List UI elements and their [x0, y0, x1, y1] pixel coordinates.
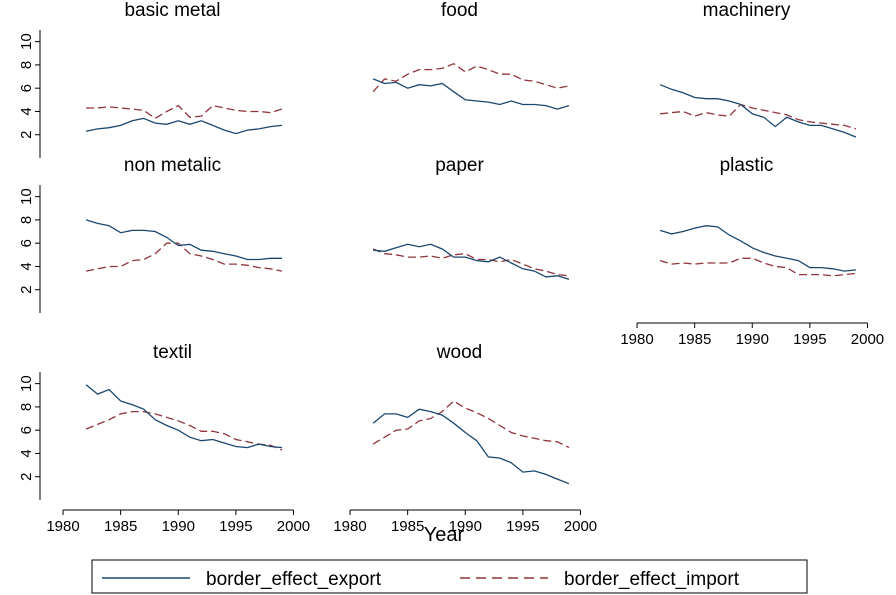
panel-title: paper: [435, 155, 484, 176]
series-line-export: [372, 78, 570, 110]
y-tick-label: 8: [18, 216, 35, 224]
panel-title: basic metal: [124, 0, 220, 21]
panel-title: wood: [436, 342, 482, 363]
panel-food: food: [372, 0, 570, 110]
series-line-import: [660, 103, 857, 130]
series-line-import: [372, 248, 570, 277]
y-tick-label: 2: [18, 473, 35, 481]
legend: border_effect_export border_effect_impor…: [91, 559, 808, 594]
series-line-import: [659, 257, 857, 277]
panel-machinery: machinery: [659, 0, 857, 138]
panel-wood: wood 1980 1985 1990 1995 2000: [333, 342, 597, 535]
series-line-export: [659, 84, 857, 138]
x-tick-label: 2000: [564, 518, 597, 535]
y-tick-label: 4: [18, 262, 35, 270]
y-tick-label: 10: [18, 375, 35, 392]
x-tick-label: 1980: [46, 518, 79, 535]
x-tick-label: 1990: [449, 518, 482, 535]
y-tick-label: 8: [18, 61, 35, 69]
x-tick-label: 2000: [851, 331, 884, 348]
y-tick-label: 4: [18, 449, 35, 457]
panel-non-metalic: non metalic 2 4 6 8 10: [18, 155, 283, 313]
y-tick-label: 2: [18, 286, 35, 294]
series-line-import: [85, 410, 283, 451]
y-tick-label: 8: [18, 403, 35, 411]
x-tick-label: 1985: [678, 331, 711, 348]
panel-textil: textil 2 4 6 8 10 1980 1985 1990 1995 2000: [18, 342, 310, 535]
y-tick-label: 6: [18, 426, 35, 434]
y-tick-label: 2: [18, 131, 35, 139]
legend-box: [91, 559, 808, 594]
panel-title: machinery: [703, 0, 791, 21]
y-tick-label: 10: [18, 188, 35, 205]
series-line-import: [86, 104, 283, 120]
y-tick-label: 4: [18, 107, 35, 115]
x-tick-label: 1990: [736, 331, 769, 348]
series-line-import: [372, 62, 570, 93]
panel-paper: paper: [372, 155, 570, 280]
x-tick-label: 2000: [277, 518, 310, 535]
series-line-export: [372, 408, 570, 485]
y-tick-label: 6: [18, 239, 35, 247]
panel-plastic: plastic 1980 1985 1990 1995 2000: [620, 155, 884, 348]
panels: basic metal 2 4 6 8 10 food machinery non metali…: [18, 0, 884, 535]
y-tick-label: 6: [18, 84, 35, 92]
panel-title: non metalic: [124, 155, 221, 176]
panel-basic-metal: basic metal 2 4 6 8 10: [18, 0, 283, 158]
x-axis-label: Year: [424, 524, 465, 546]
legend-label-export: border_effect_export: [206, 569, 382, 590]
x-tick-label: 1990: [162, 518, 195, 535]
x-tick-label: 1995: [793, 331, 826, 348]
series-line-export: [373, 243, 570, 280]
series-line-export: [85, 117, 283, 135]
series-line-export: [659, 225, 857, 272]
x-tick-label: 1980: [333, 518, 366, 535]
series-line-import: [85, 242, 283, 272]
panel-title: plastic: [720, 155, 774, 176]
panel-title: food: [441, 0, 478, 21]
x-tick-label: 1985: [391, 518, 424, 535]
x-tick-label: 1995: [506, 518, 539, 535]
x-tick-label: 1980: [620, 331, 653, 348]
y-tick-label: 10: [18, 33, 35, 50]
x-tick-label: 1995: [219, 518, 252, 535]
series-line-export: [85, 384, 283, 449]
series-line-export: [85, 219, 282, 261]
x-tick-label: 1985: [104, 518, 137, 535]
series-line-import: [372, 400, 570, 449]
panel-title: textil: [153, 342, 192, 363]
legend-label-import: border_effect_import: [564, 569, 740, 590]
